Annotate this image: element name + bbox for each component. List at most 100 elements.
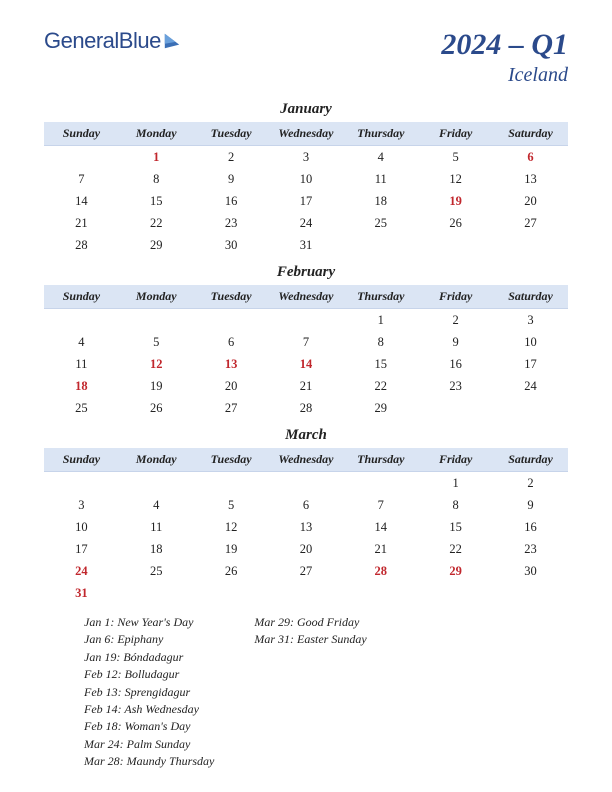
day-header: Saturday bbox=[493, 122, 568, 146]
day-cell: 8 bbox=[119, 168, 194, 190]
day-header: Saturday bbox=[493, 285, 568, 309]
day-cell bbox=[269, 309, 344, 332]
day-cell: 2 bbox=[194, 146, 269, 169]
day-cell: 23 bbox=[418, 375, 493, 397]
table-row: 3456789 bbox=[44, 494, 568, 516]
table-row: 18192021222324 bbox=[44, 375, 568, 397]
day-cell: 22 bbox=[119, 212, 194, 234]
day-cell: 23 bbox=[194, 212, 269, 234]
holidays-column-2: Mar 29: Good FridayMar 31: Easter Sunday bbox=[254, 614, 366, 771]
day-cell bbox=[493, 582, 568, 604]
month-name: March bbox=[44, 427, 568, 444]
day-cell: 7 bbox=[269, 331, 344, 353]
day-cell: 25 bbox=[44, 397, 119, 419]
logo-word-2: Blue bbox=[119, 28, 161, 53]
day-cell: 27 bbox=[194, 397, 269, 419]
day-cell: 28 bbox=[44, 234, 119, 256]
day-cell: 18 bbox=[343, 190, 418, 212]
day-cell: 28 bbox=[343, 560, 418, 582]
day-cell: 20 bbox=[194, 375, 269, 397]
day-cell: 1 bbox=[119, 146, 194, 169]
table-row: 21222324252627 bbox=[44, 212, 568, 234]
day-header: Friday bbox=[418, 448, 493, 472]
table-row: 28293031 bbox=[44, 234, 568, 256]
day-header: Tuesday bbox=[194, 285, 269, 309]
day-cell: 5 bbox=[194, 494, 269, 516]
day-cell bbox=[119, 582, 194, 604]
holidays-column-1: Jan 1: New Year's DayJan 6: EpiphanyJan … bbox=[84, 614, 214, 771]
day-header: Sunday bbox=[44, 448, 119, 472]
day-cell: 18 bbox=[119, 538, 194, 560]
day-cell: 26 bbox=[418, 212, 493, 234]
day-cell: 22 bbox=[343, 375, 418, 397]
header: GeneralBlue 2024 – Q1 Iceland bbox=[44, 28, 568, 87]
title-block: 2024 – Q1 Iceland bbox=[441, 28, 568, 87]
day-header: Sunday bbox=[44, 285, 119, 309]
day-cell: 7 bbox=[44, 168, 119, 190]
table-row: 10111213141516 bbox=[44, 516, 568, 538]
day-cell: 2 bbox=[418, 309, 493, 332]
calendar-table: SundayMondayTuesdayWednesdayThursdayFrid… bbox=[44, 122, 568, 256]
month-name: January bbox=[44, 101, 568, 118]
day-cell: 20 bbox=[269, 538, 344, 560]
day-cell bbox=[194, 582, 269, 604]
calendar-table: SundayMondayTuesdayWednesdayThursdayFrid… bbox=[44, 285, 568, 419]
day-cell: 20 bbox=[493, 190, 568, 212]
month-block: FebruarySundayMondayTuesdayWednesdayThur… bbox=[44, 264, 568, 419]
day-header: Friday bbox=[418, 122, 493, 146]
day-cell: 15 bbox=[343, 353, 418, 375]
day-cell bbox=[44, 472, 119, 495]
day-cell: 8 bbox=[418, 494, 493, 516]
day-cell: 14 bbox=[343, 516, 418, 538]
day-header: Monday bbox=[119, 285, 194, 309]
day-cell: 21 bbox=[343, 538, 418, 560]
day-cell: 13 bbox=[269, 516, 344, 538]
day-cell: 28 bbox=[269, 397, 344, 419]
day-cell: 3 bbox=[493, 309, 568, 332]
day-cell bbox=[269, 582, 344, 604]
day-header: Thursday bbox=[343, 448, 418, 472]
day-cell bbox=[119, 309, 194, 332]
table-row: 123456 bbox=[44, 146, 568, 169]
day-cell: 6 bbox=[194, 331, 269, 353]
calendar-table: SundayMondayTuesdayWednesdayThursdayFrid… bbox=[44, 448, 568, 604]
day-cell: 17 bbox=[44, 538, 119, 560]
day-cell: 31 bbox=[44, 582, 119, 604]
day-cell: 7 bbox=[343, 494, 418, 516]
table-row: 14151617181920 bbox=[44, 190, 568, 212]
day-cell bbox=[44, 309, 119, 332]
day-cell: 21 bbox=[269, 375, 344, 397]
day-cell: 4 bbox=[44, 331, 119, 353]
logo: GeneralBlue bbox=[44, 28, 181, 54]
day-cell: 12 bbox=[194, 516, 269, 538]
day-cell: 6 bbox=[269, 494, 344, 516]
table-row: 17181920212223 bbox=[44, 538, 568, 560]
day-cell: 27 bbox=[493, 212, 568, 234]
day-cell: 14 bbox=[44, 190, 119, 212]
day-cell: 16 bbox=[194, 190, 269, 212]
day-cell: 15 bbox=[418, 516, 493, 538]
day-cell: 9 bbox=[194, 168, 269, 190]
day-cell: 24 bbox=[493, 375, 568, 397]
day-cell: 30 bbox=[194, 234, 269, 256]
day-header: Wednesday bbox=[269, 448, 344, 472]
day-cell: 24 bbox=[44, 560, 119, 582]
table-row: 2526272829 bbox=[44, 397, 568, 419]
day-cell bbox=[269, 472, 344, 495]
day-header: Wednesday bbox=[269, 285, 344, 309]
day-header: Tuesday bbox=[194, 122, 269, 146]
day-cell: 31 bbox=[269, 234, 344, 256]
day-cell: 3 bbox=[269, 146, 344, 169]
day-cell: 10 bbox=[269, 168, 344, 190]
day-cell: 19 bbox=[418, 190, 493, 212]
day-cell: 25 bbox=[343, 212, 418, 234]
day-header: Tuesday bbox=[194, 448, 269, 472]
day-cell bbox=[194, 472, 269, 495]
months-container: JanuarySundayMondayTuesdayWednesdayThurs… bbox=[44, 101, 568, 604]
day-cell: 29 bbox=[343, 397, 418, 419]
day-header: Saturday bbox=[493, 448, 568, 472]
day-cell bbox=[418, 582, 493, 604]
day-cell bbox=[493, 234, 568, 256]
day-cell: 15 bbox=[119, 190, 194, 212]
day-header: Sunday bbox=[44, 122, 119, 146]
